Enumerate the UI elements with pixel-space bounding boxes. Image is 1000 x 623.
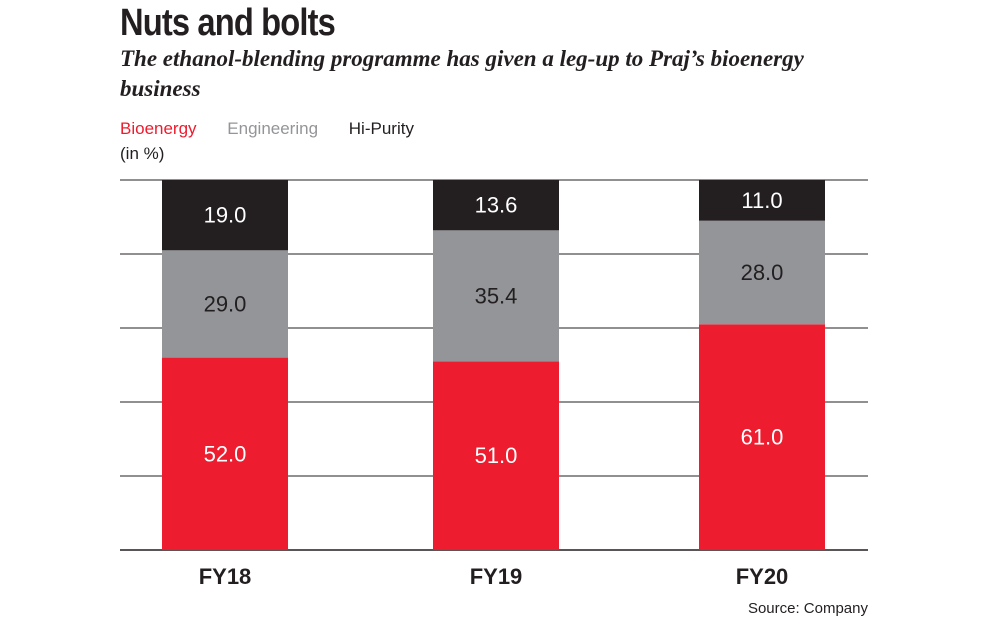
chart-title: Nuts and bolts xyxy=(120,2,336,44)
data-label: 52.0 xyxy=(204,441,247,466)
data-label: 35.4 xyxy=(475,283,518,308)
data-label: 11.0 xyxy=(741,188,782,213)
bar-segment-bioenergy-fy18 xyxy=(162,357,288,550)
bar-segment-bioenergy-fy20 xyxy=(699,324,825,550)
source-note: Source: Company xyxy=(747,600,868,617)
data-label: 19.0 xyxy=(204,203,247,228)
legend-item-bioenergy: Bioenergy xyxy=(120,119,197,138)
bar-segment-engineering-fy19 xyxy=(433,230,559,362)
data-label: 13.6 xyxy=(475,193,518,218)
bar-segment-hi-purity-fy20 xyxy=(699,180,825,221)
unit-label: (in %) xyxy=(120,144,165,163)
x-tick-label: FY20 xyxy=(736,564,789,589)
x-tick-label: FY19 xyxy=(470,564,523,589)
bar-segment-engineering-fy20 xyxy=(699,220,825,325)
bar-segment-bioenergy-fy19 xyxy=(433,361,559,550)
data-label: 28.0 xyxy=(741,260,784,285)
legend: Bioenergy Engineering Hi-Purity xyxy=(120,119,440,139)
legend-item-engineering: Engineering xyxy=(227,119,319,138)
legend-item-hi-purity: Hi-Purity xyxy=(348,119,414,138)
bar-segment-hi-purity-fy18 xyxy=(162,180,288,251)
data-label: 61.0 xyxy=(741,425,784,450)
bar-segment-engineering-fy18 xyxy=(162,250,288,358)
data-label: 29.0 xyxy=(204,291,247,316)
data-label: 51.0 xyxy=(475,443,518,468)
chart-subtitle: The ethanol-blending programme has given… xyxy=(120,46,804,101)
bar-segment-hi-purity-fy19 xyxy=(433,180,559,231)
x-tick-label: FY18 xyxy=(199,564,252,589)
